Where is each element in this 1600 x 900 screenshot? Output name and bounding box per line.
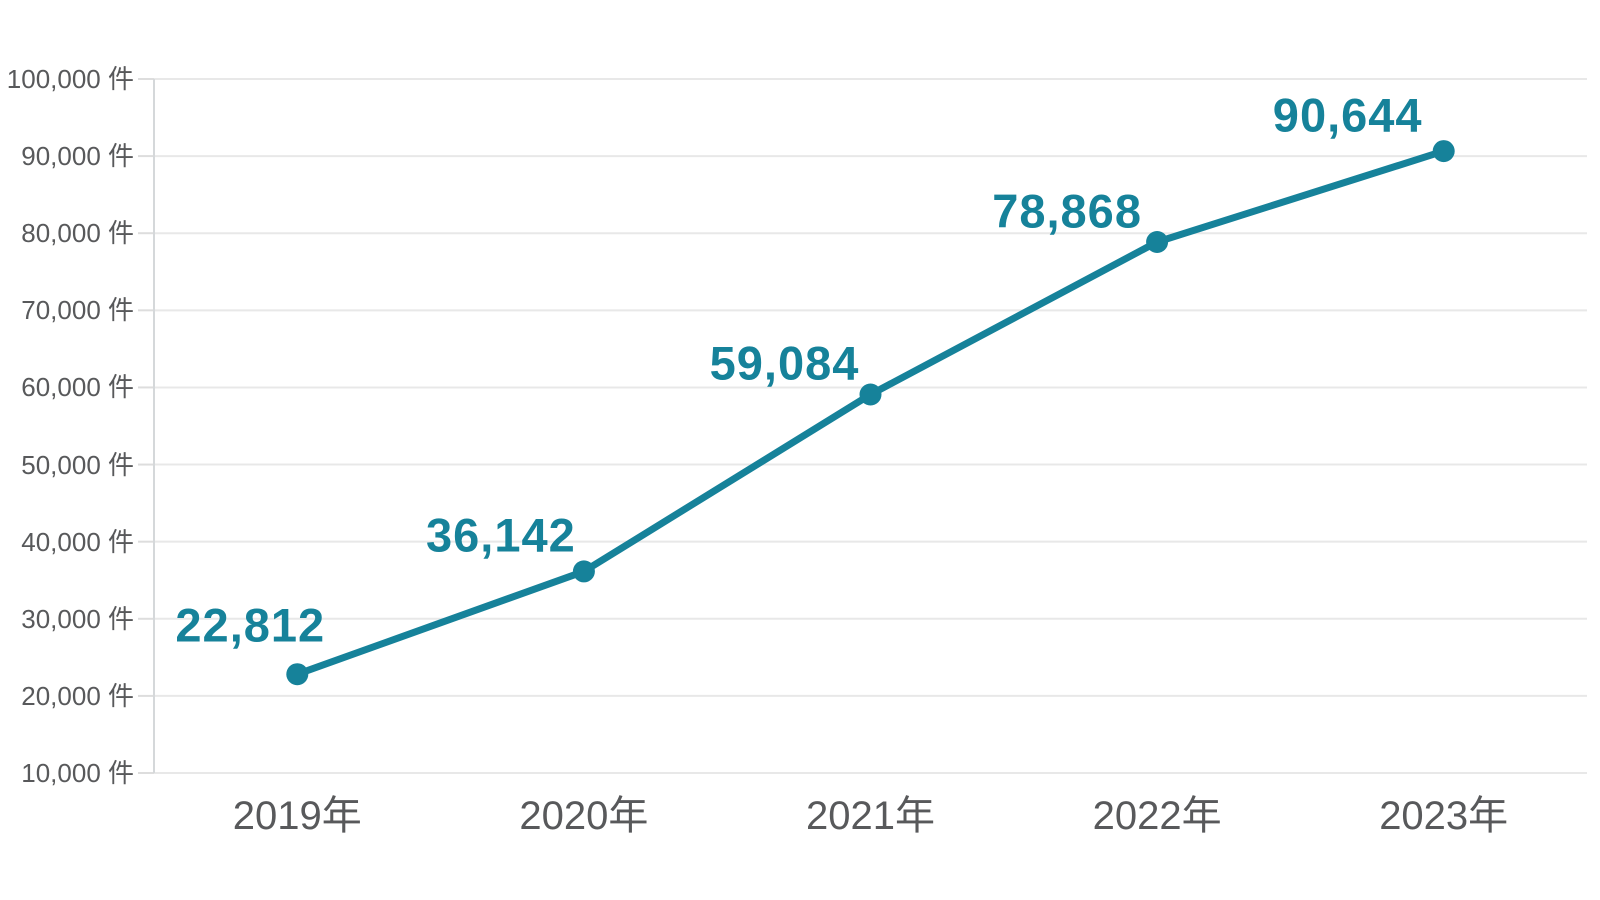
y-tick-label: 20,000 件	[21, 680, 134, 711]
data-point-value-label: 59,084	[709, 336, 860, 389]
data-point-value-label: 90,644	[1272, 88, 1423, 142]
y-tick-label: 90,000 件	[21, 141, 134, 172]
data-line	[293, 147, 1448, 678]
y-tick-label: 40,000 件	[21, 526, 134, 557]
x-tick-label: 2020年	[519, 794, 649, 838]
data-point-value-label: 22,812	[175, 598, 326, 652]
y-tick-label: 10,000 件	[21, 758, 134, 788]
x-tick-label: 2021年	[806, 794, 935, 838]
data-point-marker	[1146, 231, 1169, 253]
y-tick-label: 70,000 件	[21, 295, 134, 326]
x-tick-label: 2023年	[1379, 794, 1509, 838]
x-tick-label: 2022年	[1092, 794, 1222, 838]
y-tick-label: 50,000 件	[21, 449, 134, 480]
data-point-value-label: 78,868	[992, 184, 1142, 238]
data-point-marker	[859, 383, 882, 406]
y-tick-label: 60,000 件	[21, 372, 134, 403]
data-point-marker	[572, 560, 595, 583]
data-point-value-label: 36,142	[426, 508, 576, 562]
data-point-marker	[286, 663, 309, 686]
data-point-marker	[1432, 140, 1455, 163]
y-tick-label: 100,000 件	[6, 64, 134, 94]
y-tick-label: 80,000 件	[21, 218, 134, 249]
y-tick-label: 30,000 件	[21, 603, 134, 634]
x-tick-label: 2019年	[232, 794, 362, 838]
